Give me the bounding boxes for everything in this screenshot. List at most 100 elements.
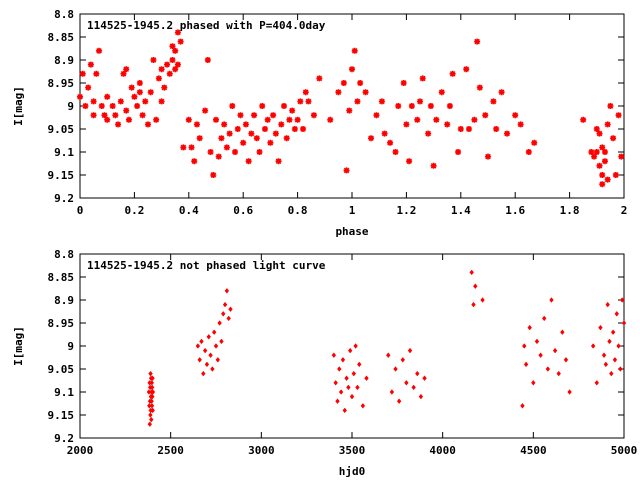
unphased-data-point: [616, 343, 621, 349]
phased-data-point: [207, 149, 214, 155]
phased-data-point: [117, 98, 124, 105]
phased-data-point: [403, 121, 410, 128]
unphased-data-point: [407, 347, 413, 354]
phased-data-point: [161, 84, 168, 91]
unphased-data-point: [331, 352, 337, 359]
phased-data-point: [125, 116, 132, 123]
phased-data-point: [378, 98, 385, 105]
phased-data-point: [615, 112, 622, 119]
phased-data-point: [226, 130, 233, 137]
unphased-data-point: [148, 370, 153, 377]
phased-data-point: [85, 84, 92, 91]
phased-data-point: [400, 80, 407, 86]
phased-data-point: [493, 126, 500, 132]
unphased-data-point: [148, 412, 153, 418]
phased-data-point: [275, 158, 282, 165]
phased-data-point: [476, 84, 483, 91]
phased-data-point: [136, 89, 143, 96]
phased-x-tick-label: 1: [349, 204, 356, 217]
phased-y-tick-label: 8.85: [48, 31, 75, 44]
phased-data-point: [79, 70, 86, 77]
phased-data-point: [82, 103, 89, 109]
unphased-data-point: [610, 329, 616, 336]
phased-data-point: [204, 57, 211, 63]
unphased-data-point: [563, 356, 569, 363]
unphased-x-tick-label: 2500: [157, 444, 184, 457]
unphased-data-point: [618, 366, 623, 372]
phased-data-point: [147, 89, 154, 96]
phased-data-point: [242, 121, 249, 128]
unphased-data-point: [607, 338, 612, 345]
phased-data-point: [145, 121, 151, 128]
phased-data-point: [427, 103, 434, 109]
phased-data-point: [297, 98, 304, 105]
unphased-data-point: [338, 389, 344, 395]
phased-data-point: [286, 116, 293, 123]
unphased-data-point: [469, 269, 474, 276]
unphased-points: [146, 269, 627, 428]
unphased-data-point: [396, 398, 402, 405]
phased-data-point: [267, 139, 274, 146]
unphased-data-point: [386, 352, 391, 359]
phased-data-point: [215, 153, 222, 160]
unphased-data-point: [215, 356, 221, 363]
phased-data-point: [504, 130, 511, 137]
phased-y-tick-label: 8.8: [54, 8, 74, 21]
phased-data-point: [174, 61, 181, 68]
phased-y-tick-label: 9.1: [54, 146, 74, 159]
unphased-data-point: [222, 301, 228, 308]
unphased-data-point: [522, 343, 527, 349]
unphased-data-point: [221, 310, 226, 317]
phased-x-tick-label: 1.8: [560, 204, 580, 217]
unphased-data-point: [621, 320, 627, 326]
phased-data-point: [291, 126, 298, 132]
phased-x-tick-label: 0.6: [233, 204, 253, 217]
unphased-data-point: [208, 352, 213, 359]
phased-data-point: [599, 172, 606, 178]
phased-data-point: [433, 116, 440, 123]
phased-data-point: [223, 144, 230, 151]
phased-data-point: [210, 172, 217, 178]
phased-x-tick-label: 0.4: [179, 204, 199, 217]
phased-data-point: [465, 126, 472, 132]
unphased-data-point: [346, 384, 351, 391]
phased-data-point: [357, 80, 364, 86]
phased-y-tick-label: 8.95: [48, 77, 75, 90]
phased-data-point: [599, 144, 606, 151]
phased-data-point: [196, 135, 203, 142]
unphased-data-point: [598, 324, 603, 331]
phased-data-point: [270, 112, 277, 119]
phased-data-point: [256, 149, 263, 155]
phased-data-point: [115, 121, 122, 128]
unphased-data-point: [219, 338, 224, 345]
phased-data-point: [471, 116, 478, 123]
phased-data-point: [430, 162, 437, 169]
phased-data-point: [229, 103, 236, 109]
phased-x-tick-label: 1.6: [505, 204, 525, 217]
phased-data-point: [98, 103, 105, 109]
phased-data-point: [213, 116, 219, 123]
unphased-title: 114525-1945.2 not phased light curve: [87, 259, 326, 272]
unphased-data-point: [527, 324, 532, 331]
phased-data-point: [128, 84, 135, 91]
phased-data-point: [169, 43, 176, 50]
phased-data-point: [104, 116, 111, 123]
phased-data-point: [351, 47, 358, 54]
unphased-data-point: [228, 306, 233, 313]
phased-data-point: [618, 153, 625, 160]
unphased-data-point: [206, 333, 211, 340]
unphased-data-point: [150, 389, 156, 395]
unphased-data-point: [204, 361, 210, 368]
phased-data-point: [248, 130, 255, 137]
phased-data-point: [77, 93, 83, 100]
unphased-data-point: [355, 384, 360, 391]
unphased-ticks: 2000 2500 3000 3500 4000 4500 5000 8.8 8.85 8.9 8.…: [48, 248, 638, 457]
phased-data-point: [96, 47, 103, 54]
phased-y-tick-label: 8.9: [54, 54, 74, 67]
phased-data-point: [172, 66, 179, 73]
phased-data-point: [93, 70, 100, 77]
unphased-data-point: [213, 343, 219, 349]
phased-data-point: [512, 112, 519, 119]
phased-data-point: [261, 126, 268, 132]
